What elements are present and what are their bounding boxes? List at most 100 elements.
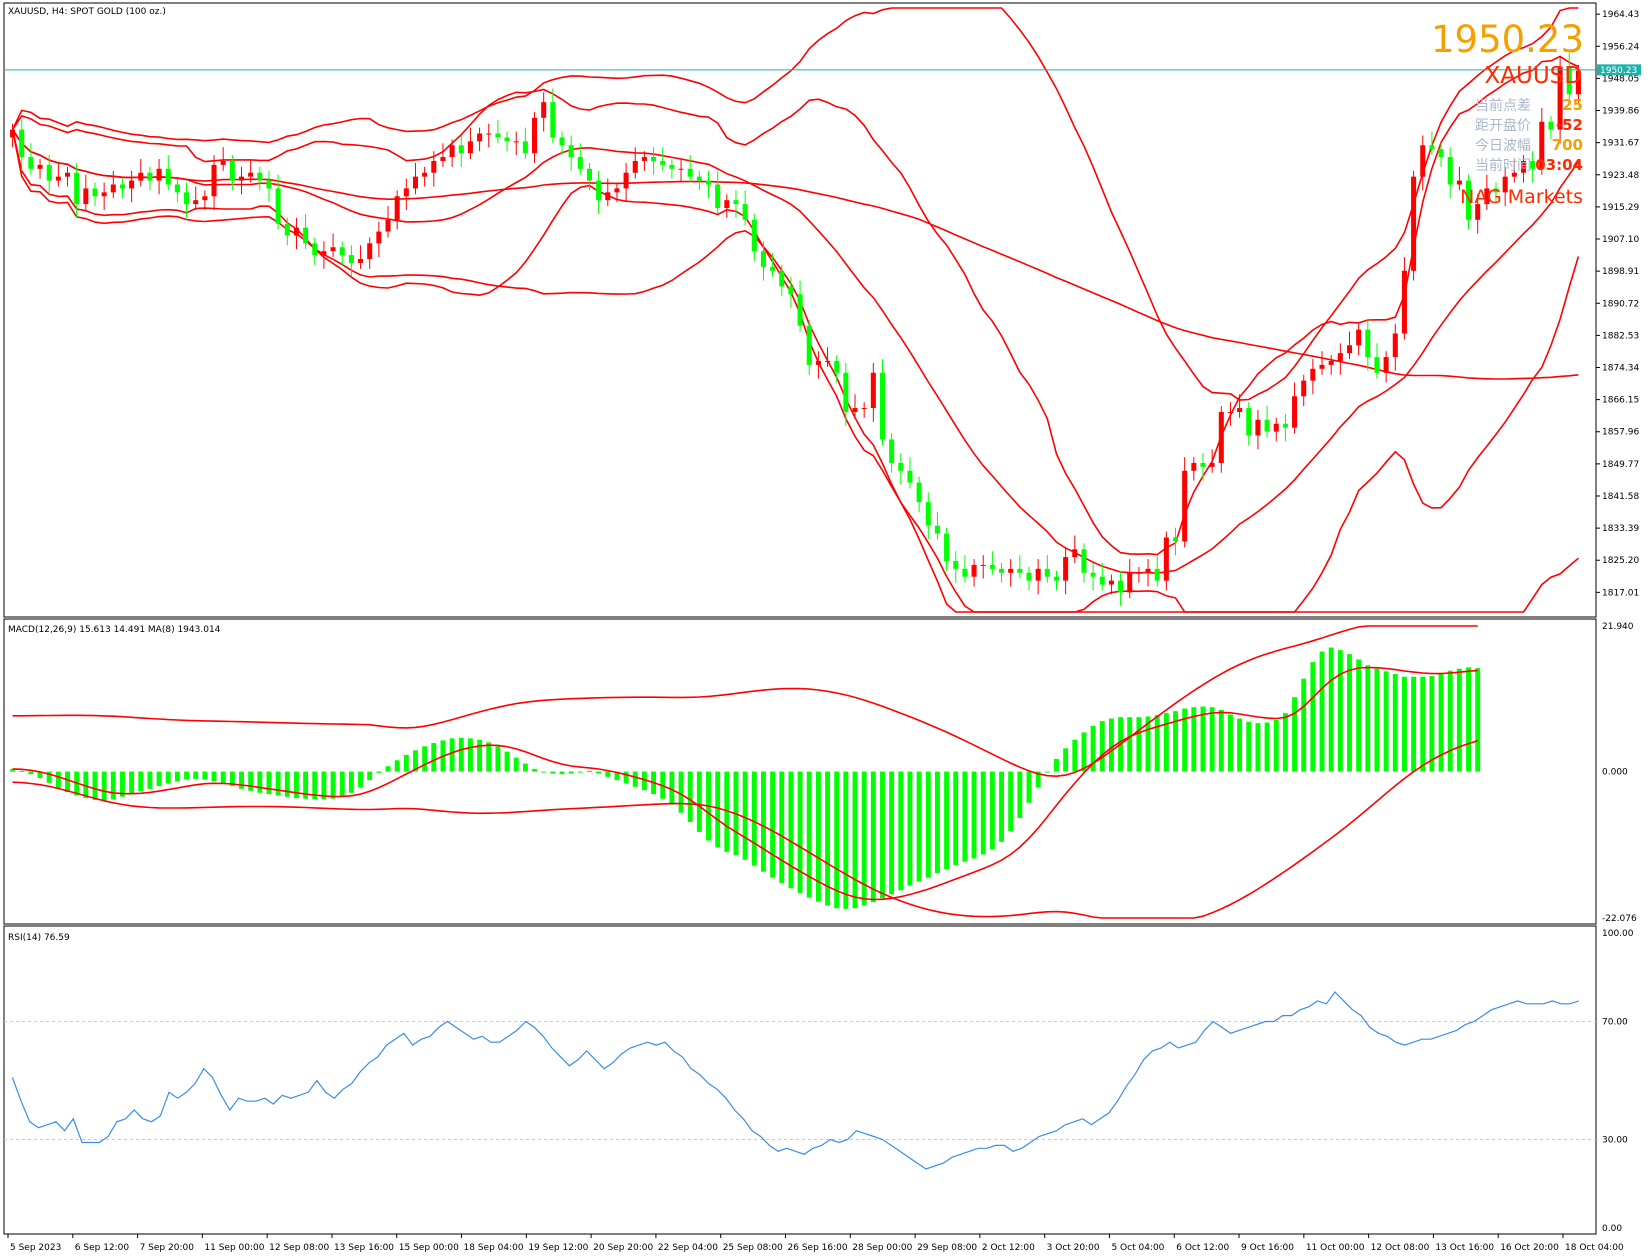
time-axis-label: 13 Sep 16:00 bbox=[334, 1243, 394, 1253]
macd-histogram-bar bbox=[1108, 718, 1114, 772]
candle-body bbox=[1081, 549, 1087, 573]
candle-body bbox=[916, 482, 922, 503]
macd-histogram-bar bbox=[788, 771, 794, 889]
time-axis-label: 16 Oct 20:00 bbox=[1500, 1243, 1559, 1253]
candle-body bbox=[1356, 329, 1362, 346]
candle-body bbox=[669, 164, 675, 169]
candle-body bbox=[1566, 66, 1572, 95]
macd-histogram-bar bbox=[696, 771, 702, 832]
rsi-header: RSI(14) 76.59 bbox=[8, 933, 70, 943]
candle-body bbox=[266, 180, 272, 189]
macd-histogram-bar bbox=[385, 766, 391, 772]
candle-body bbox=[1099, 576, 1105, 585]
time-axis-label: 20 Sep 20:00 bbox=[593, 1243, 653, 1253]
candle-body bbox=[458, 145, 464, 154]
macd-histogram-bar bbox=[110, 771, 116, 800]
macd-histogram-bar bbox=[248, 771, 254, 791]
candle-body bbox=[541, 102, 547, 118]
candle-body bbox=[879, 372, 886, 440]
candle-body bbox=[1127, 572, 1133, 593]
macd-histogram-bar bbox=[147, 771, 153, 789]
macd-histogram-bar bbox=[1173, 711, 1178, 772]
macd-histogram-bar bbox=[1008, 771, 1014, 832]
macd-histogram-bar bbox=[83, 771, 89, 799]
macd-histogram-bar bbox=[477, 739, 483, 772]
macd-histogram-bar bbox=[1282, 713, 1288, 772]
price-axis-label: 1833.39 bbox=[1602, 524, 1639, 534]
candle-body bbox=[934, 525, 940, 534]
candle-body bbox=[1063, 557, 1069, 581]
macd-histogram-bar bbox=[925, 771, 931, 878]
candle-body bbox=[1282, 423, 1288, 428]
macd-histogram-bar bbox=[797, 771, 803, 893]
macd-histogram-bar bbox=[1420, 676, 1426, 772]
macd-histogram-bar bbox=[120, 771, 125, 797]
candle-body bbox=[806, 325, 812, 365]
overlay-big-price: 1950.23 bbox=[1431, 18, 1584, 61]
macd-histogram-bar bbox=[550, 771, 556, 774]
macd-histogram-bar bbox=[486, 742, 492, 772]
macd-histogram-bar bbox=[852, 771, 858, 909]
candle-body bbox=[504, 137, 510, 142]
candle-body bbox=[678, 168, 684, 170]
price-axis-label: 1931.67 bbox=[1602, 139, 1639, 149]
candle-body bbox=[321, 251, 327, 256]
macd-histogram-bar bbox=[1374, 668, 1380, 772]
macd-histogram-bar bbox=[101, 771, 107, 801]
candle-body bbox=[825, 360, 831, 362]
macd-histogram-bar bbox=[815, 771, 821, 902]
price-axis-label: 1825.20 bbox=[1602, 556, 1639, 566]
price-axis-label: 1849.77 bbox=[1602, 460, 1639, 470]
candle-body bbox=[403, 188, 409, 197]
macd-band-line bbox=[12, 739, 1478, 919]
candle-body bbox=[550, 102, 556, 138]
macd-histogram-bar bbox=[632, 771, 638, 787]
macd-histogram-bar bbox=[358, 771, 363, 788]
macd-histogram-bar bbox=[92, 771, 98, 801]
macd-histogram bbox=[10, 625, 1481, 919]
bollinger-band-line bbox=[11, 129, 1579, 613]
macd-histogram-bar bbox=[1401, 676, 1407, 772]
candle-body bbox=[1392, 333, 1398, 358]
grid-lines bbox=[4, 1021, 1596, 1140]
candle-body bbox=[1328, 360, 1334, 365]
candle-body bbox=[211, 164, 217, 197]
candle-body bbox=[229, 160, 235, 181]
macd-histogram-bar bbox=[1163, 713, 1169, 772]
candle-body bbox=[1502, 176, 1508, 193]
candle-body bbox=[422, 172, 428, 177]
candle-body bbox=[449, 145, 455, 158]
candle-body bbox=[1154, 568, 1160, 581]
price-axis-label: 1866.15 bbox=[1602, 396, 1639, 406]
macd-histogram-bar bbox=[944, 771, 950, 870]
time-axis-label: 7 Sep 20:00 bbox=[140, 1243, 195, 1253]
macd-histogram-bar bbox=[1292, 697, 1298, 772]
time-axis-label: 5 Oct 04:00 bbox=[1111, 1243, 1164, 1253]
macd-histogram-bar bbox=[1026, 771, 1032, 803]
candle-body bbox=[156, 168, 162, 181]
candle-body bbox=[1273, 423, 1279, 432]
candle-body bbox=[1420, 145, 1426, 177]
candle-body bbox=[1163, 537, 1169, 581]
macd-histogram-bar bbox=[999, 771, 1004, 842]
macd-histogram-bar bbox=[266, 771, 272, 795]
candle-body bbox=[367, 243, 373, 260]
candle-body bbox=[568, 145, 574, 158]
overlay-row-value: -52 bbox=[1556, 116, 1583, 134]
macd-histogram-bar bbox=[541, 771, 547, 773]
candle-body bbox=[1456, 180, 1462, 185]
candle-body bbox=[1511, 172, 1517, 177]
candle-body bbox=[889, 439, 895, 463]
candle-body bbox=[605, 192, 611, 201]
candle-body bbox=[1575, 70, 1581, 95]
macd-histogram-bar bbox=[257, 771, 263, 793]
candle-body bbox=[1292, 396, 1298, 428]
macd-histogram-bar bbox=[312, 771, 318, 800]
candle-body bbox=[138, 172, 144, 181]
candle-body bbox=[495, 133, 501, 138]
macd-histogram-bar bbox=[1347, 654, 1352, 772]
macd-histogram-bar bbox=[1429, 676, 1435, 772]
macd-histogram-bar bbox=[559, 771, 565, 775]
macd-histogram-bar bbox=[934, 771, 940, 874]
